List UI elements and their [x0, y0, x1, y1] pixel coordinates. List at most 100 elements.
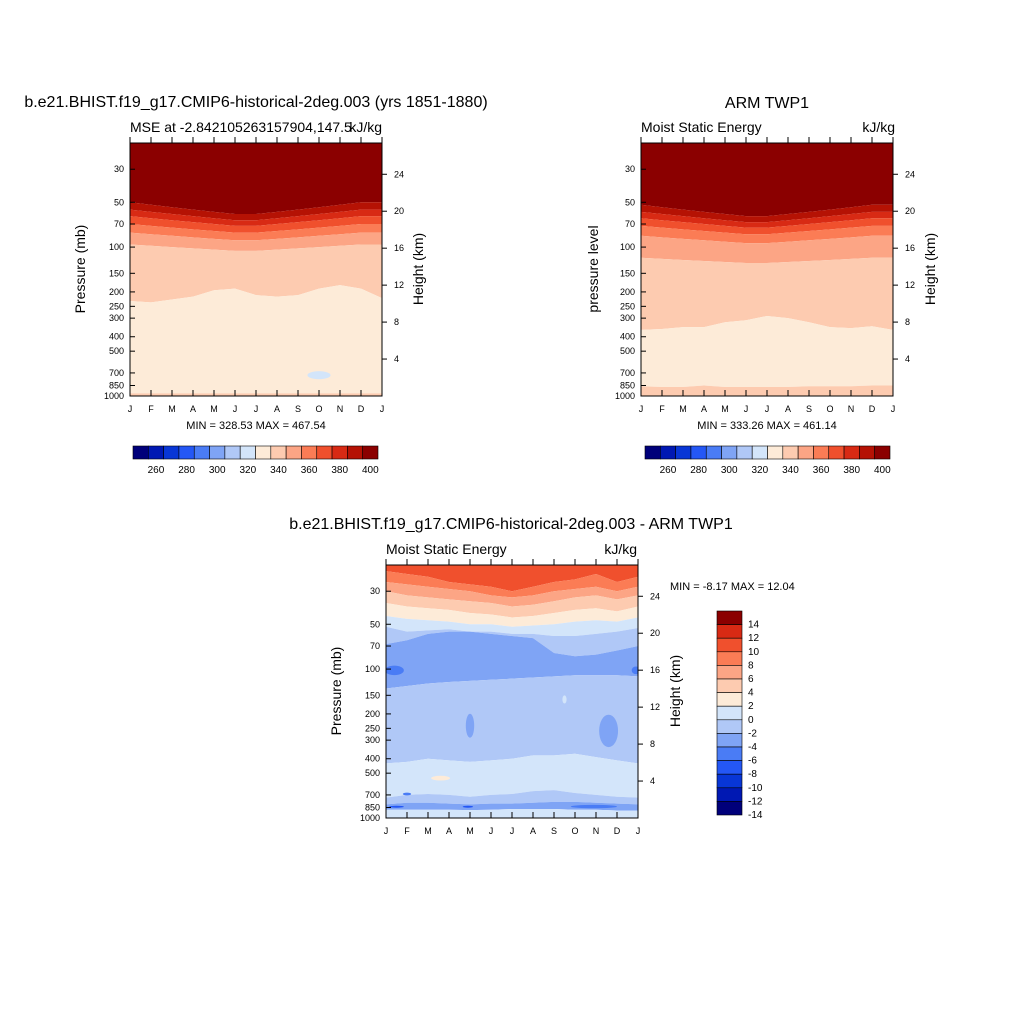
colorbar-swatch	[716, 773, 743, 789]
colorbar-swatch	[705, 445, 722, 460]
y-tick-label: 100	[620, 242, 635, 252]
colorbar-label: 280	[178, 465, 195, 476]
contour-band	[386, 591, 638, 618]
panel-obs-title: ARM TWP1	[725, 95, 809, 112]
height-tick-label: 24	[905, 169, 915, 179]
colorbar-swatch	[644, 445, 661, 460]
y-tick-label: 150	[620, 268, 635, 278]
x-tick-label: M	[721, 404, 729, 414]
panel-model-right-subtitle: kJ/kg	[349, 119, 382, 135]
y-tick-label: 300	[109, 313, 124, 323]
panel-diff-right-subtitle: kJ/kg	[604, 541, 637, 557]
height-tick-label: 12	[394, 280, 404, 290]
colorbar-label: 260	[660, 465, 677, 476]
colorbar-swatch	[721, 445, 738, 460]
contour-patch	[462, 805, 474, 808]
x-tick-label: N	[848, 404, 855, 414]
panel-model-colorbar: 260 280 300 320 340 360 380 400	[132, 445, 379, 476]
colorbar-swatch	[716, 610, 743, 625]
contour-band	[130, 224, 382, 241]
colorbar-swatch	[874, 445, 891, 460]
contour-band	[641, 218, 893, 235]
height-tick-label: 20	[394, 206, 404, 216]
colorbar-swatch	[148, 445, 164, 460]
y-tick-label: 250	[109, 301, 124, 311]
contour-patch	[386, 665, 404, 676]
y-tick-label: 50	[114, 197, 124, 207]
contour-patch	[599, 714, 619, 748]
contour-patch	[431, 775, 451, 781]
x-tick-label: A	[701, 404, 707, 414]
x-tick-label: J	[510, 826, 515, 836]
contour-patch	[562, 695, 567, 704]
y-tick-label: 100	[109, 242, 124, 252]
colorbar-label: 320	[240, 465, 257, 476]
height-tick-label: 4	[905, 354, 910, 364]
x-tick-label: J	[636, 826, 641, 836]
y-tick-label: 1000	[104, 391, 124, 401]
x-tick-label: J	[639, 404, 644, 414]
height-tick-label: 8	[650, 739, 655, 749]
colorbar-label: 360	[813, 465, 830, 476]
colorbar-swatch	[675, 445, 692, 460]
panel-diff-colorbar: 14 12 10 8 6 4 2 0 -2 -4 -6 -8 -10 -12 -14	[716, 610, 763, 821]
x-tick-label: O	[571, 826, 578, 836]
colorbar-label: -10	[748, 783, 763, 794]
contour-band	[386, 675, 638, 764]
colorbar-label: 10	[748, 647, 760, 658]
contour-band	[386, 801, 638, 811]
colorbar-swatch	[797, 445, 814, 460]
y-tick-label: 850	[365, 802, 380, 812]
x-tick-label: J	[380, 404, 385, 414]
contour-band	[386, 565, 638, 592]
colorbar-swatch	[767, 445, 784, 460]
y-tick-label: 250	[620, 301, 635, 311]
colorbar-swatch	[209, 445, 226, 460]
colorbar-swatch	[362, 445, 379, 460]
contour-patch	[465, 713, 475, 738]
colorbar-swatch	[193, 445, 210, 460]
colorbar-swatch	[163, 445, 180, 460]
x-tick-label: M	[679, 404, 687, 414]
colorbar-swatch	[716, 705, 743, 721]
colorbar-label: 14	[748, 620, 760, 631]
colorbar-label: 400	[362, 465, 379, 476]
panel-diff-ylabel-right: Height (km)	[667, 655, 683, 727]
x-tick-label: N	[337, 404, 344, 414]
colorbar-swatch	[270, 445, 287, 460]
panel-diff-left-subtitle: Moist Static Energy	[386, 541, 507, 557]
height-tick-label: 4	[394, 354, 399, 364]
contour-band	[130, 143, 382, 215]
x-tick-label: N	[593, 826, 600, 836]
contour-patch	[631, 666, 638, 675]
y-tick-label: 30	[370, 586, 380, 596]
y-tick-label: 70	[625, 219, 635, 229]
x-tick-label: A	[274, 404, 280, 414]
colorbar-swatch	[255, 445, 272, 460]
x-tick-label: O	[315, 404, 322, 414]
y-tick-label: 150	[109, 268, 124, 278]
x-tick-label: J	[489, 826, 494, 836]
colorbar-swatch	[301, 445, 318, 460]
y-tick-label: 200	[109, 287, 124, 297]
x-tick-label: J	[744, 404, 749, 414]
colorbar-label: 280	[690, 465, 707, 476]
panel-obs-stats: MIN = 333.26 MAX = 461.14	[697, 420, 836, 432]
y-tick-label: 850	[109, 380, 124, 390]
height-tick-label: 24	[650, 591, 660, 601]
height-tick-label: 24	[394, 169, 404, 179]
y-tick-label: 50	[625, 197, 635, 207]
y-tick-label: 200	[620, 287, 635, 297]
y-tick-label: 500	[620, 346, 635, 356]
colorbar-label: 380	[331, 465, 348, 476]
x-tick-label: S	[551, 826, 557, 836]
contour-band	[130, 285, 382, 394]
x-tick-label: A	[785, 404, 791, 414]
panel-model-ylabel-right: Height (km)	[410, 233, 426, 305]
colorbar-swatch	[716, 719, 743, 734]
contour-band	[641, 143, 893, 217]
y-tick-label: 150	[365, 690, 380, 700]
y-tick-label: 1000	[360, 813, 380, 823]
panel-diff-title: b.e21.BHIST.f19_g17.CMIP6-historical-2de…	[289, 516, 733, 533]
